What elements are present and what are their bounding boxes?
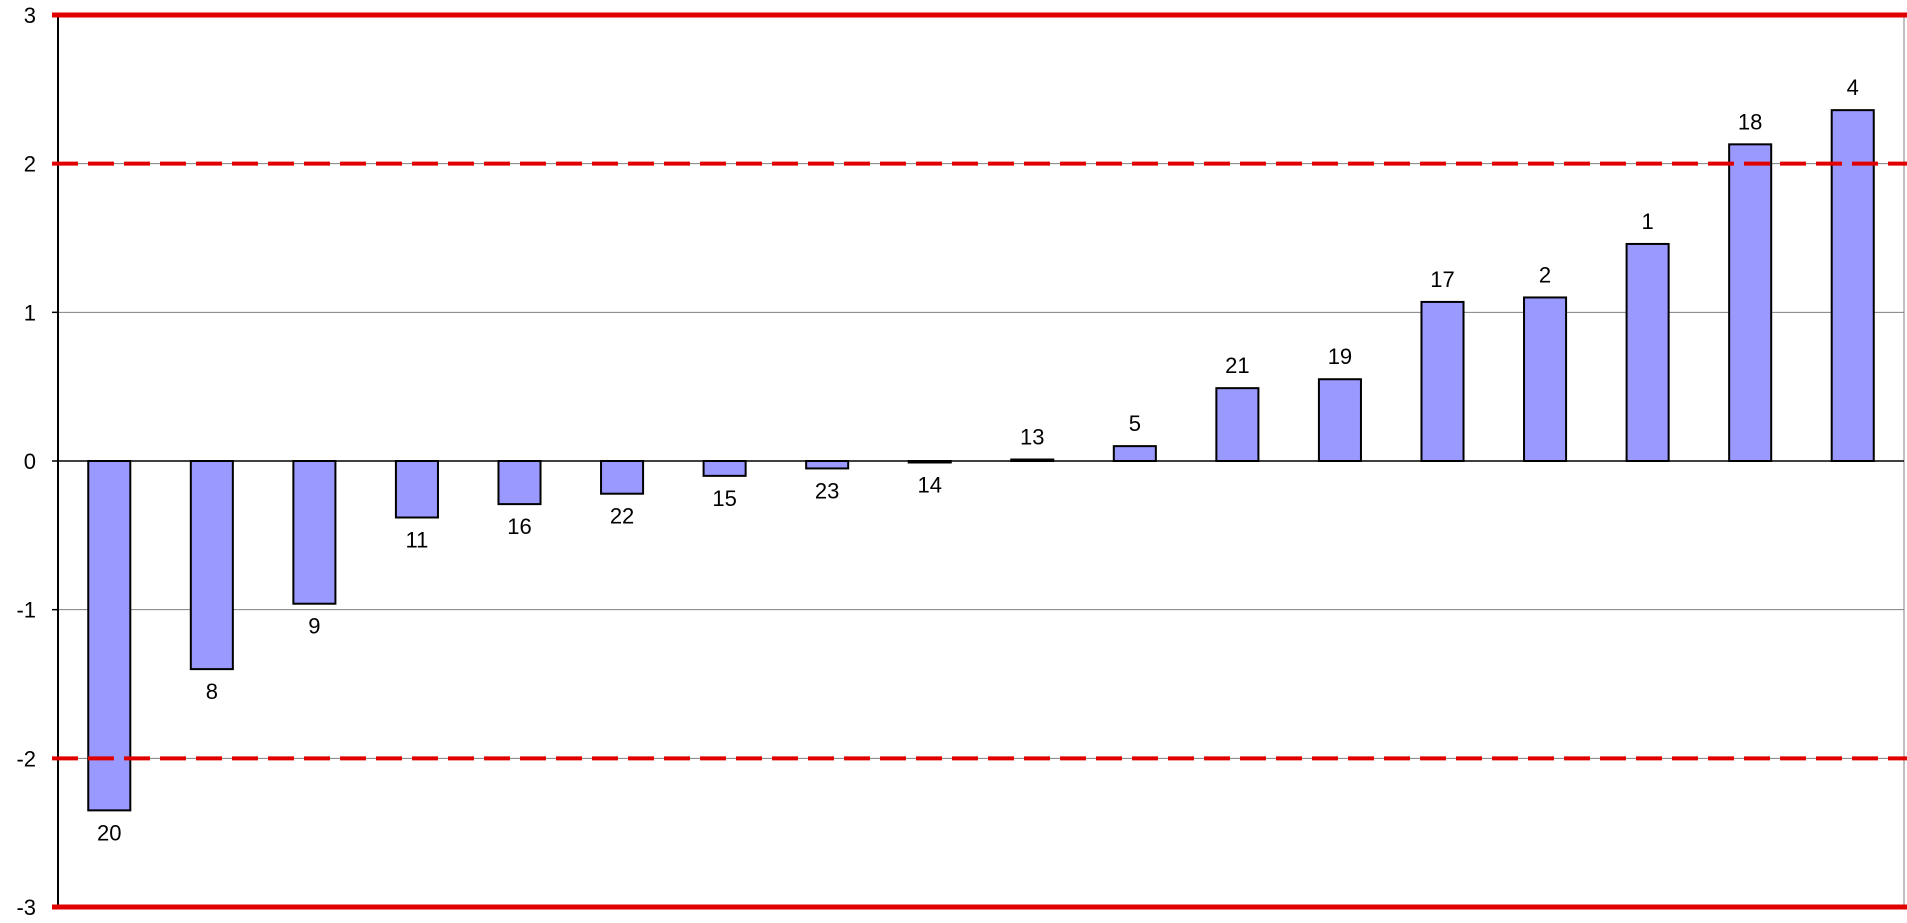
data-label: 16 [507,514,531,539]
bar-14 [909,461,951,463]
data-label: 8 [206,679,218,704]
y-tick-label: -3 [16,895,36,920]
data-label: 11 [406,527,429,552]
bar-17 [1421,302,1463,461]
y-tick-label: 3 [24,3,36,28]
bar-11 [396,461,438,517]
bar-23 [806,461,848,468]
bar-22 [601,461,643,494]
bar-8 [191,461,233,669]
data-label: 15 [712,486,736,511]
data-label: 21 [1225,353,1249,378]
data-label: 13 [1020,425,1044,450]
bar-21 [1216,388,1258,461]
data-label: 14 [917,472,941,497]
bar-13 [1011,460,1053,462]
data-label: 5 [1129,411,1141,436]
data-label: 19 [1328,344,1352,369]
bar-2 [1524,297,1566,461]
data-label: 23 [815,478,839,503]
y-tick-label: 1 [24,300,36,325]
data-label: 2 [1539,262,1551,287]
data-label: 18 [1738,109,1762,134]
data-label: 9 [308,614,320,639]
bar-1 [1627,244,1669,461]
y-tick-label: 2 [24,152,36,177]
data-label: 20 [97,820,121,845]
y-tick-labels: 3 2 1 0 -1 -2 -3 [16,3,36,920]
bar-16 [498,461,540,504]
bar-18 [1729,144,1771,461]
data-label: 1 [1641,209,1653,234]
y-tick-label: -1 [16,598,36,623]
y-tick-label: -2 [16,746,36,771]
bar-19 [1319,379,1361,461]
data-label: 4 [1847,75,1859,100]
bar-15 [704,461,746,476]
data-label: 17 [1430,267,1454,292]
data-label: 22 [610,504,634,529]
y-tick-label: 0 [24,449,36,474]
bar-5 [1114,446,1156,461]
bar-9 [293,461,335,604]
